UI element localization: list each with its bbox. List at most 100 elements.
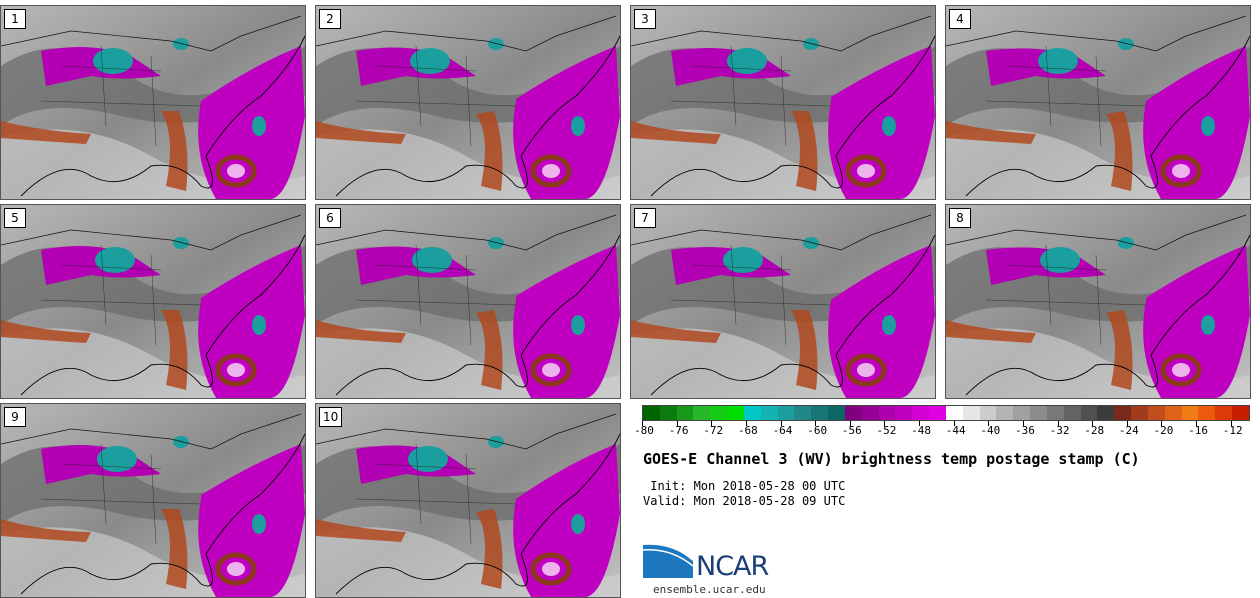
panel-number-label: 9 — [4, 407, 26, 427]
colorbar-swatch — [1080, 406, 1098, 420]
member-panel: 9 — [0, 403, 306, 598]
valid-time: Valid: Mon 2018-05-28 09 UTC — [643, 494, 846, 508]
colorbar-tick — [849, 421, 851, 426]
colorbar-tick — [1230, 421, 1232, 426]
colorbar-tick — [745, 421, 747, 426]
colorbar-swatch — [1181, 406, 1199, 420]
colorbar-tick — [1092, 421, 1094, 426]
member-panel: 2 — [315, 5, 621, 200]
panel-number-label: 6 — [319, 208, 341, 228]
colorbar-tick — [988, 421, 990, 426]
colorbar-tick-label: -20 — [1153, 424, 1174, 437]
colorbar-swatch — [1046, 406, 1064, 420]
colorbar-swatch — [828, 406, 845, 420]
colorbar-tick — [780, 421, 782, 426]
colorbar-swatch — [676, 406, 694, 420]
colorbar-tick-label: -64 — [772, 424, 793, 437]
colorbar-tick-label: -16 — [1188, 424, 1208, 437]
member-panel: 7 — [630, 204, 936, 399]
colorbar-tick-label: -48 — [911, 424, 931, 437]
panel-number-label: 8 — [949, 208, 971, 228]
ensemble-url: ensemble.ucar.edu — [653, 583, 766, 596]
colorbar-swatch — [1198, 406, 1216, 420]
colorbar-swatch — [979, 406, 997, 420]
colorbar-swatch — [996, 406, 1014, 420]
colorbar-tick-label: -12 — [1222, 424, 1243, 437]
colorbar-tick — [1161, 421, 1163, 426]
colorbar-tick-label: -60 — [807, 424, 828, 437]
panel-number-label: 3 — [634, 9, 656, 29]
member-panel: 10 — [315, 403, 621, 598]
colorbar-swatch — [1030, 406, 1047, 420]
colorbar-tick-label: -44 — [945, 424, 966, 437]
colorbar-swatch — [794, 406, 812, 420]
panel-number-label: 4 — [949, 9, 971, 29]
colorbar-tick — [919, 421, 921, 426]
figure-title: GOES-E Channel 3 (WV) brightness temp po… — [643, 450, 1140, 468]
colorbar-swatch — [760, 406, 778, 420]
member-panel: 4 — [945, 5, 1251, 200]
colorbar-tick-label: -36 — [1014, 424, 1035, 437]
ncar-logo-text: NCAR — [696, 551, 769, 582]
colorbar-tick-label: -40 — [980, 424, 1001, 437]
colorbar-tick-label: -76 — [668, 424, 689, 437]
panel-number-label: 1 — [4, 9, 26, 29]
colorbar-tick-label: -56 — [841, 424, 862, 437]
panel-number-label: 10 — [319, 407, 343, 427]
colorbar-swatch — [727, 406, 744, 420]
colorbar-tick — [642, 421, 643, 426]
colorbar-tick — [1196, 421, 1198, 426]
colorbar-tick — [711, 421, 713, 426]
colorbar-tick — [1126, 421, 1128, 426]
panel-number-label: 2 — [319, 9, 341, 29]
colorbar-swatch — [643, 406, 660, 420]
panel-number-label: 5 — [4, 208, 26, 228]
colorbar-tick-label: -28 — [1084, 424, 1105, 437]
colorbar-swatch — [912, 406, 930, 420]
colorbar-swatch — [693, 406, 711, 420]
colorbar-swatch — [1114, 406, 1132, 420]
colorbar-swatch — [861, 406, 879, 420]
panel-number-label: 7 — [634, 208, 656, 228]
member-panel: 3 — [630, 5, 936, 200]
member-panel: 5 — [0, 204, 306, 399]
member-panel: 8 — [945, 204, 1251, 399]
colorbar-tick — [953, 421, 955, 426]
colorbar-tick-label: -24 — [1118, 424, 1139, 437]
colorbar-swatch — [1013, 406, 1031, 420]
colorbar-ticks: -80 -76 -72 -68 -64 -60 -56 -52 -48 -44 -40 -36 -32 -… — [634, 421, 1250, 441]
colorbar-swatch — [659, 406, 677, 420]
colorbar-swatch — [844, 406, 862, 420]
colorbar-tick — [815, 421, 817, 426]
colorbar-tick-label: -68 — [737, 424, 758, 437]
colorbar-tick-label: -72 — [703, 424, 724, 437]
colorbar-swatch — [1164, 406, 1182, 420]
colorbar — [642, 405, 1250, 421]
colorbar-swatch — [811, 406, 829, 420]
colorbar-swatch — [1215, 406, 1232, 420]
colorbar-swatch — [962, 406, 980, 420]
member-panel: 1 — [0, 5, 306, 200]
colorbar-tick-label: -80 — [634, 424, 654, 437]
colorbar-swatch — [743, 406, 761, 420]
ncar-logo — [643, 542, 694, 578]
colorbar-tick — [1022, 421, 1024, 426]
colorbar-swatch — [1231, 406, 1249, 420]
colorbar-swatch — [710, 406, 728, 420]
colorbar-swatch — [1097, 406, 1115, 420]
colorbar-tick — [676, 421, 678, 426]
colorbar-swatch — [1063, 406, 1081, 420]
colorbar-tick — [1057, 421, 1059, 426]
colorbar-tick-label: -52 — [876, 424, 897, 437]
init-time: Init: Mon 2018-05-28 00 UTC — [643, 479, 846, 493]
colorbar-swatch — [895, 406, 913, 420]
colorbar-tick — [884, 421, 886, 426]
colorbar-swatch — [945, 406, 963, 420]
colorbar-swatch — [878, 406, 896, 420]
member-panel: 6 — [315, 204, 621, 399]
colorbar-swatch — [929, 406, 946, 420]
colorbar-swatch — [777, 406, 795, 420]
colorbar-swatch — [1147, 406, 1165, 420]
colorbar-tick-label: -32 — [1049, 424, 1070, 437]
colorbar-swatch — [1131, 406, 1148, 420]
